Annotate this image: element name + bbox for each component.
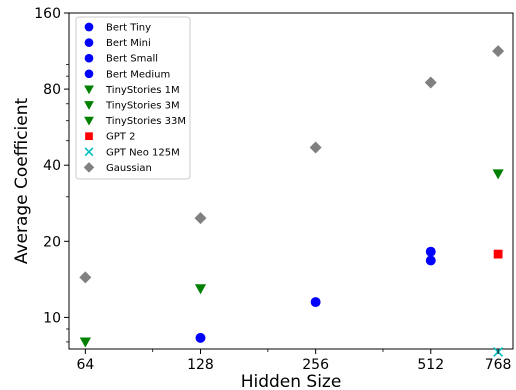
plot-frame — [68, 12, 514, 350]
legend-marker — [83, 162, 95, 173]
legend-entry-label: Bert Small — [106, 54, 158, 65]
legend-marker — [84, 101, 94, 110]
legend-marker — [84, 22, 94, 32]
point-gaussian — [424, 76, 437, 89]
x-axis-label: Hidden Size — [241, 372, 342, 390]
x-tick-label: 512 — [417, 357, 444, 373]
legend-marker — [84, 116, 94, 126]
y-axis-ticks: 10 20 40 80 160 — [34, 6, 69, 343]
y-tick-label: 80 — [43, 82, 61, 98]
point-tinystories-33m — [492, 169, 504, 180]
x-tick-label: 128 — [187, 357, 214, 373]
y-tick-label: 40 — [43, 158, 61, 174]
x-axis-ticks: 64 128 256 512 768 — [76, 349, 511, 373]
y-tick-label: 160 — [34, 6, 61, 22]
point-gaussian — [79, 271, 92, 284]
x-tick-label: 768 — [485, 357, 512, 373]
point-bert-medium — [425, 246, 436, 257]
y-tick-label: 10 — [43, 310, 61, 326]
x-tick-label: 64 — [76, 357, 94, 373]
point-tinystories-3m — [194, 284, 207, 295]
legend-marker — [84, 69, 94, 79]
data-marks — [79, 45, 505, 357]
point-gpt-2 — [493, 249, 503, 259]
legend-entry-label: TinyStories 1M — [105, 85, 180, 96]
legend-box — [75, 16, 191, 180]
legend-entry-label: Gaussian — [106, 163, 152, 174]
plot-border — [68, 12, 514, 350]
legend-entry-label: GPT Neo 125M — [106, 147, 180, 158]
legend-entry-label: TinyStories 3M — [105, 101, 180, 112]
y-axis-label: Average Coefficient — [12, 97, 32, 264]
point-bert-mini — [310, 297, 321, 308]
legend-marker — [84, 85, 94, 95]
legend-entry-label: Bert Tiny — [106, 23, 151, 34]
point-gaussian — [194, 212, 207, 225]
legend-marker — [85, 132, 93, 141]
point-gaussian — [492, 45, 505, 58]
legend-entry-label: Bert Mini — [106, 38, 151, 49]
legend: Bert Tiny Bert Mini Bert Small Bert Medium T… — [75, 16, 191, 180]
point-tinystories-1m — [79, 337, 91, 348]
x-tick-label: 256 — [302, 357, 329, 373]
legend-marker — [84, 147, 94, 157]
point-gaussian — [309, 141, 322, 154]
legend-marker — [84, 38, 94, 47]
legend-entry-label: GPT 2 — [106, 132, 135, 143]
y-tick-label: 20 — [43, 234, 61, 250]
point-bert-small — [425, 255, 436, 266]
point-bert-tiny — [195, 332, 206, 343]
legend-marker — [84, 53, 94, 63]
legend-entry-label: TinyStories 33M — [105, 116, 186, 127]
legend-entry-label: Bert Medium — [106, 69, 170, 80]
